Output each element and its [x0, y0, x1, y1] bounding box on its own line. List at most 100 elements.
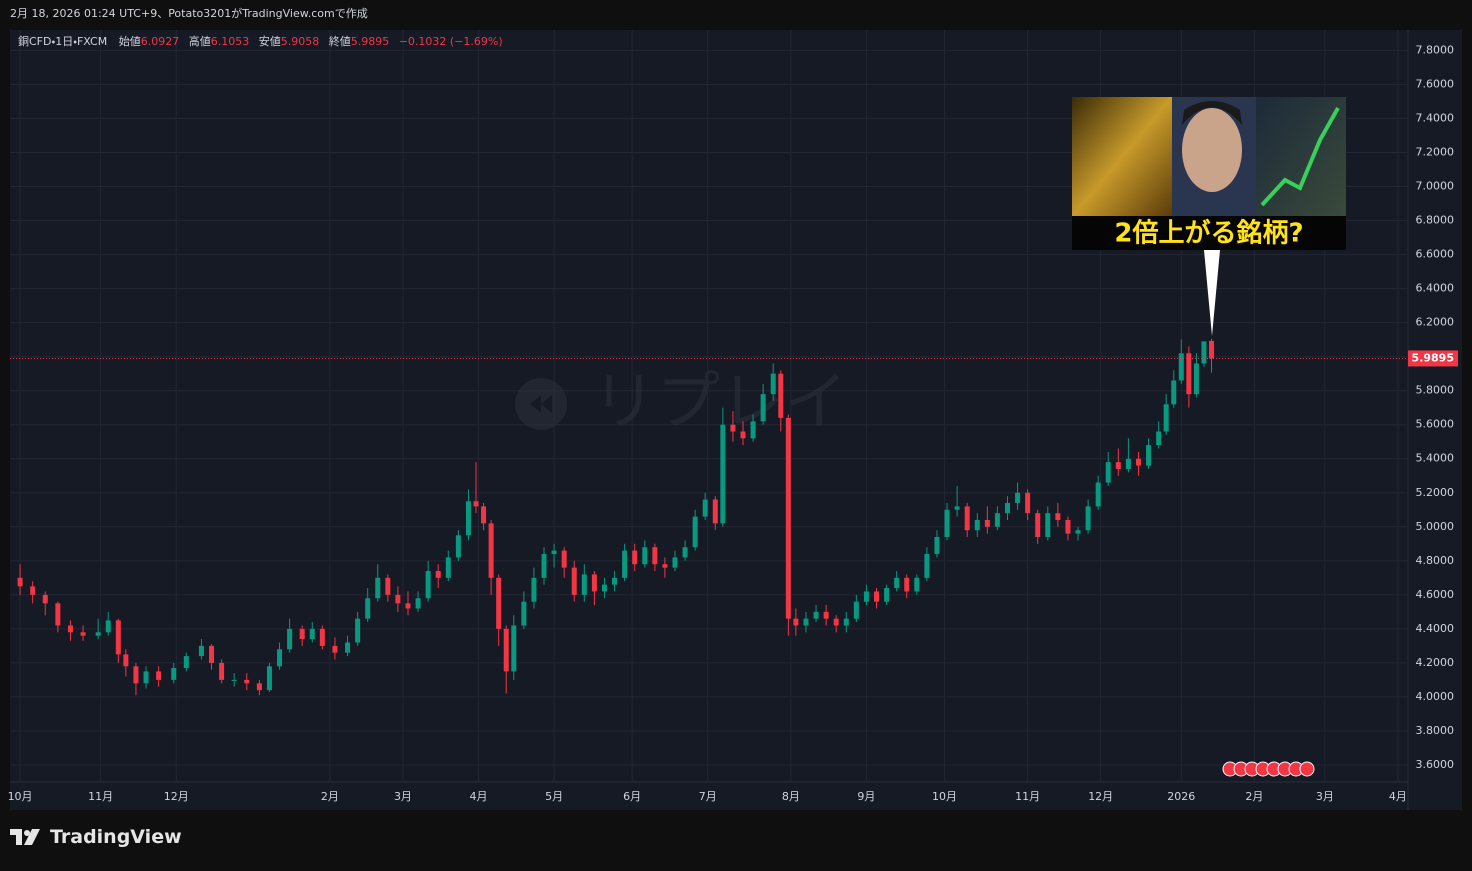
y-tick-label: 6.8000	[1416, 214, 1455, 227]
x-tick-label: 5月	[545, 790, 563, 803]
candle-body	[531, 577, 537, 602]
y-tick-label: 6.2000	[1416, 316, 1455, 329]
candle-body	[1171, 380, 1177, 405]
candle-body	[730, 424, 736, 432]
candle-body	[465, 501, 471, 536]
candle-body	[612, 577, 618, 585]
candle-body	[964, 506, 970, 531]
y-tick-label: 4.6000	[1416, 588, 1455, 601]
last-price-tag	[1408, 350, 1458, 367]
y-tick-label: 7.8000	[1416, 43, 1455, 56]
candle-body	[1146, 445, 1152, 466]
y-tick-label: 7.6000	[1416, 77, 1455, 90]
candle-body	[80, 632, 86, 636]
candle-body	[1115, 462, 1121, 469]
candle-body	[984, 519, 990, 527]
candle-body	[1125, 458, 1131, 469]
candle-body	[740, 431, 746, 439]
x-tick-label: 10月	[932, 790, 957, 803]
candle-body	[778, 373, 784, 418]
chart: リプレイ 銅CFD・1日・FXCM 始値6.0927 高値6.1053 安値5.…	[8, 30, 1462, 810]
candle-body	[277, 649, 283, 667]
candle-body	[1201, 341, 1207, 364]
candle-body	[244, 679, 250, 684]
candle-body	[1095, 482, 1101, 507]
thumbnail[interactable]: 2倍上がる銘柄?	[1072, 97, 1346, 336]
x-tick-label: 10月	[8, 790, 33, 803]
last-price-label: 5.9895	[1412, 351, 1454, 364]
candle-body	[405, 603, 411, 609]
x-tick-label: 3月	[394, 790, 412, 803]
snapshot-info: 2月 18, 2026 01:24 UTC+9、Potato3201がTradi…	[0, 0, 1472, 28]
candle-body	[904, 577, 910, 592]
candle-body	[415, 598, 421, 609]
grid	[10, 30, 1408, 782]
candle-body	[803, 618, 809, 626]
x-tick-label: 3月	[1316, 790, 1334, 803]
candle-body	[833, 618, 839, 626]
event-icon[interactable]	[1299, 761, 1315, 777]
candle-body	[481, 506, 487, 524]
y-tick-label: 4.2000	[1416, 656, 1455, 669]
y-tick-label: 4.0000	[1416, 690, 1455, 703]
candle-body	[1209, 340, 1215, 359]
candle-body	[1075, 530, 1081, 534]
candle-body	[760, 394, 766, 422]
candle-body	[375, 577, 381, 599]
candle-body	[231, 679, 237, 681]
legend-text: 銅CFD・1日・FXCM 始値6.0927 高値6.1053 安値5.9058 …	[18, 34, 503, 48]
high-label: 高値	[189, 34, 211, 48]
candle-body	[332, 645, 338, 653]
x-tick-label: 4月	[1389, 790, 1407, 803]
candle-body	[1163, 404, 1169, 432]
candle-body	[750, 421, 756, 439]
candle-body	[1065, 519, 1071, 534]
candle-body	[863, 591, 869, 602]
candle-body	[974, 519, 980, 531]
replay-icon-arrows	[530, 395, 552, 413]
close-label: 終値	[329, 35, 351, 48]
candle-body	[994, 513, 1000, 527]
candle-body	[662, 564, 668, 568]
candle-body	[823, 611, 829, 619]
candle-body	[894, 577, 900, 589]
candle-body	[219, 662, 225, 680]
candle-body	[105, 620, 111, 633]
x-tick-label: 12月	[1088, 790, 1113, 803]
candle-body	[156, 671, 162, 680]
candle-body	[67, 625, 73, 633]
candle-body	[511, 625, 517, 672]
thumbnail-face	[1182, 108, 1242, 192]
y-tick-label: 6.6000	[1416, 248, 1455, 261]
candle-body	[209, 645, 215, 663]
x-tick-label: 2月	[1245, 790, 1263, 803]
y-tick-label: 7.2000	[1416, 145, 1455, 158]
x-tick-label: 11月	[1015, 790, 1040, 803]
event-icons[interactable]	[1222, 761, 1315, 777]
x-tick-label: 8月	[782, 790, 800, 803]
candle-body	[266, 666, 272, 691]
candle-body	[622, 550, 628, 578]
candle-body	[672, 557, 678, 568]
candle-body	[1055, 513, 1061, 520]
candle-body	[183, 656, 189, 669]
candle-body	[712, 499, 718, 524]
candle-body	[1178, 353, 1184, 381]
candle-body	[355, 618, 361, 643]
candle-body	[702, 499, 708, 517]
candle-body	[287, 628, 293, 650]
candle-body	[1025, 492, 1031, 514]
symbol: 銅CFD・1日・FXCM	[18, 34, 107, 48]
candle-body	[473, 501, 479, 507]
y-tick-label: 5.2000	[1416, 486, 1455, 499]
candle-body	[395, 594, 401, 604]
candle-body	[143, 671, 149, 684]
candle-body	[435, 571, 441, 578]
candle-body	[455, 535, 461, 558]
candles	[10, 338, 1408, 696]
candle-body	[1035, 513, 1041, 538]
y-tick-label: 3.6000	[1416, 758, 1455, 771]
candle-body	[561, 550, 567, 568]
